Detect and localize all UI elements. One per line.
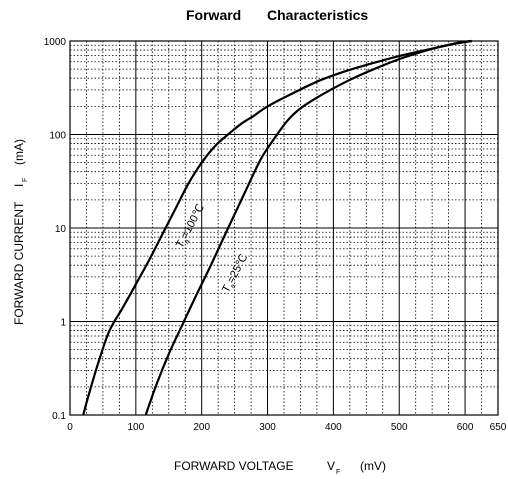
x-axis-unit: (mV): [360, 459, 386, 473]
series-label-1: Ta=25℃: [220, 252, 252, 295]
y-axis-unit: (mA): [12, 139, 26, 165]
x-axis-label: FORWARD VOLTAGE V F (mV): [174, 459, 386, 476]
x-tick-label: 100: [128, 422, 145, 433]
series-label-text: Ta=100℃: [174, 202, 209, 251]
x-tick-label: 500: [391, 422, 408, 433]
x-tick-label: 650: [490, 422, 507, 433]
chart-title-part2: Characteristics: [267, 7, 368, 23]
x-tick-label: 200: [193, 422, 210, 433]
y-tick-label: 1: [60, 318, 66, 329]
y-axis-label-text: FORWARD CURRENT: [12, 201, 26, 325]
x-axis-symbol: V: [327, 459, 335, 473]
series-label-text: Ta=25℃: [220, 252, 252, 295]
plot-frame: [69, 40, 499, 416]
x-tick-label: 600: [457, 422, 474, 433]
tick-labels: 0 100 200 300 400 500 600 650 0.1 1 10 100 1000: [44, 37, 507, 433]
series-label-0: Ta=100℃: [174, 202, 209, 251]
x-axis-subscript: F: [336, 469, 340, 476]
x-tick-label: 400: [325, 422, 342, 433]
series-line-0: [82, 39, 472, 416]
y-tick-label: 10: [55, 224, 67, 235]
series-line-1: [144, 39, 472, 416]
x-axis-label-text: FORWARD VOLTAGE: [174, 459, 294, 473]
y-axis-subscript: F: [22, 178, 29, 182]
y-tick-label: 100: [49, 131, 66, 142]
grid: [70, 40, 498, 416]
y-axis-label: FORWARD CURRENT I F (mA): [12, 139, 29, 325]
x-tick-label: 300: [259, 422, 276, 433]
y-axis-symbol: I: [12, 184, 26, 187]
chart-title-part1: Forward: [186, 7, 241, 23]
y-tick-label: 0.1: [52, 411, 66, 422]
y-tick-label: 1000: [44, 37, 67, 48]
x-tick-label: 0: [67, 422, 73, 433]
